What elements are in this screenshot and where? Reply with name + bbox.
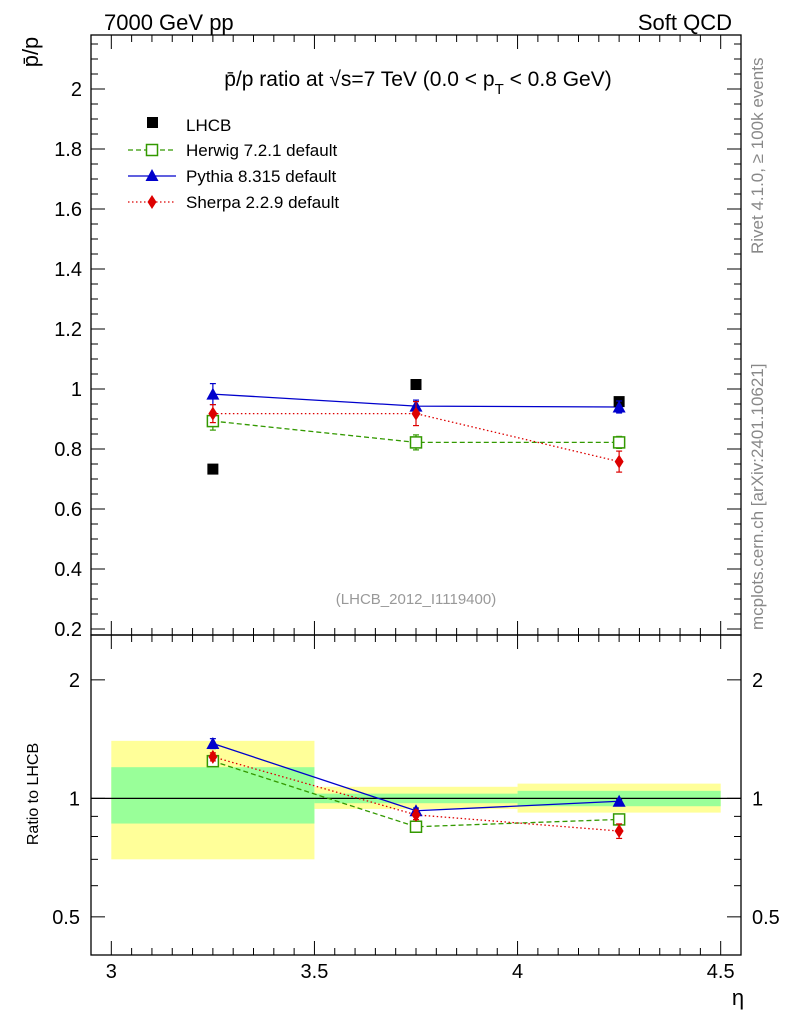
- main-y-tick-label: 1.6: [54, 199, 82, 221]
- legend-pythia-marker: [145, 169, 159, 181]
- x-tick-label: 3.5: [301, 961, 329, 983]
- main-lhcb-point: [207, 463, 219, 475]
- main-y-tick-label: 0.4: [54, 559, 82, 581]
- ratio-y-tick-label-left: 0.5: [52, 907, 80, 929]
- x-tick-label: 4: [512, 961, 523, 983]
- ratio-panel-axes: 0.5 0.5 1 1 2 2 3 3.5 4 4.5: [52, 635, 780, 983]
- main-y-tick-label: 0.2: [54, 619, 82, 641]
- ratio-y-axis-label: Ratio to LHCB: [25, 743, 42, 845]
- main-panel-series: [206, 379, 626, 475]
- mcplots-source-label: mcplots.cern.ch [arXiv:2401.10621]: [748, 364, 767, 630]
- main-y-tick-label: 1.2: [54, 319, 82, 341]
- main-pythia-point: [206, 387, 220, 400]
- main-y-tick-label: 2: [71, 79, 82, 101]
- header-energy-label: 7000 GeV pp: [104, 10, 234, 35]
- ratio-panel-series: [206, 737, 626, 840]
- ratio-y-tick-label-right: 2: [752, 670, 763, 692]
- ratio-herwig-point: [409, 820, 423, 833]
- ratio-y-tick-label-left: 1: [69, 788, 80, 810]
- main-y-tick-label: 1.4: [54, 259, 82, 281]
- main-herwig-point: [409, 436, 423, 449]
- ratio-sherpa-point: [208, 749, 218, 764]
- main-pythia-point: [612, 400, 626, 413]
- main-lhcb-point: [410, 379, 422, 390]
- legend-herwig-label: Herwig 7.2.1 default: [186, 141, 337, 160]
- ratio-pythia-point: [206, 737, 220, 750]
- ratio-herwig-point: [612, 813, 626, 826]
- main-y-tick-label: 1: [71, 379, 82, 401]
- rivet-version-label: Rivet 4.1.0, ≥ 100k events: [748, 58, 767, 254]
- legend: LHCB Herwig 7.2.1 default Pythia 8.315 d…: [128, 116, 339, 212]
- main-herwig-point: [612, 436, 626, 449]
- legend-pythia-label: Pythia 8.315 default: [186, 167, 337, 186]
- chart-title: p̄/p ratio at √s=7 TeV (0.0 < pT < 0.8 G…: [224, 68, 611, 98]
- ratio-sherpa-point: [614, 824, 624, 839]
- main-sherpa-point: [208, 406, 218, 421]
- main-panel-axes: 0.2 0.4 0.6 0.8 1 1.2 1.4 1.6 1.8 2: [54, 35, 741, 641]
- header-process-label: Soft QCD: [638, 10, 732, 35]
- legend-sherpa-label: Sherpa 2.2.9 default: [186, 193, 339, 212]
- ratio-sherpa-point: [411, 807, 421, 822]
- ratio-y-tick-label-left: 2: [69, 670, 80, 692]
- ratio-y-tick-label-right: 1: [752, 788, 763, 810]
- ratio-uncertainty-bands: [91, 740, 741, 860]
- main-y-tick-label: 0.8: [54, 439, 82, 461]
- x-axis-label: η: [732, 985, 744, 1010]
- legend-lhcb-label: LHCB: [186, 116, 231, 135]
- ratio-herwig-line: [212, 760, 620, 828]
- main-sherpa-point: [614, 454, 624, 469]
- legend-sherpa-marker: [147, 195, 157, 209]
- x-tick-label: 3: [106, 961, 117, 983]
- main-y-tick-label: 0.6: [54, 499, 82, 521]
- analysis-id-watermark: (LHCB_2012_I1119400): [336, 591, 496, 608]
- main-sherpa-point: [411, 406, 421, 421]
- ratio-panel-frame: [90, 634, 742, 956]
- ratio-stat-band-0: [111, 767, 315, 824]
- legend-herwig-marker: [145, 143, 159, 157]
- ratio-y-tick-label-right: 0.5: [752, 907, 780, 929]
- legend-lhcb-marker: [147, 117, 158, 128]
- main-y-tick-label: 1.8: [54, 139, 82, 161]
- ratio-pythia-point: [612, 794, 626, 807]
- main-y-axis-label: p̄/p: [18, 37, 43, 68]
- x-tick-label: 4.5: [707, 961, 735, 983]
